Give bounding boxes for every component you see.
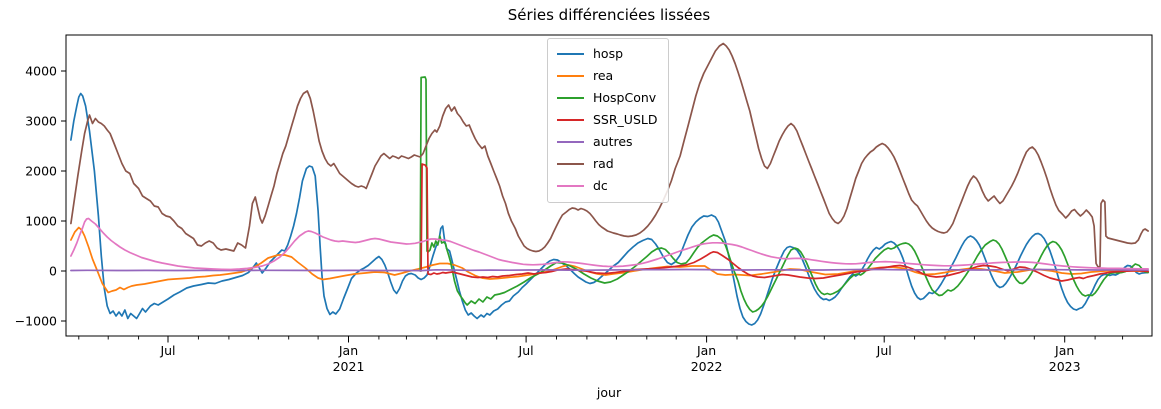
- legend-label-HospConv: HospConv: [593, 90, 657, 105]
- legend-swatch-rad: [557, 163, 584, 166]
- x-tick-year-label: 2023: [1049, 359, 1081, 374]
- legend-swatch-dc: [557, 185, 584, 188]
- legend-swatch-hosp: [557, 53, 584, 56]
- y-tick-label: 2000: [25, 163, 57, 178]
- legend-swatch-rea: [557, 75, 584, 78]
- x-tick-year-label: 2021: [333, 359, 365, 374]
- legend-swatch-HospConv: [557, 97, 584, 100]
- legend-item-autres: autres: [557, 134, 657, 151]
- y-tick-label: 1000: [25, 213, 57, 228]
- x-tick-label: Jul: [876, 343, 892, 358]
- x-tick-label: Jul: [159, 343, 175, 358]
- series-line-hosp: [70, 92, 1149, 326]
- x-tick-label: Jan: [338, 343, 358, 358]
- y-tick-label: 3000: [25, 113, 57, 128]
- plot-border: [65, 34, 1153, 337]
- legend-label-hosp: hosp: [593, 46, 624, 61]
- legend-swatch-SSR_USLD: [557, 119, 584, 122]
- legend-item-SSR_USLD: SSR_USLD: [557, 112, 657, 129]
- x-tick-label: Jan: [1054, 343, 1074, 358]
- legend-label-SSR_USLD: SSR_USLD: [593, 112, 658, 127]
- legend-item-HospConv: HospConv: [557, 90, 657, 107]
- series-line-dc: [70, 217, 1149, 271]
- series-line-SSR_USLD: [420, 163, 1149, 282]
- series-group: [70, 42, 1149, 326]
- legend-label-rad: rad: [593, 156, 614, 171]
- legend-item-rad: rad: [557, 156, 657, 173]
- legend-item-rea: rea: [557, 68, 657, 85]
- legend-item-hosp: hosp: [557, 46, 657, 63]
- chart-title: Séries différenciées lissées: [507, 6, 711, 24]
- series-line-HospConv: [419, 76, 1149, 313]
- y-tick-label: 4000: [25, 63, 57, 78]
- series-line-rea: [70, 226, 1149, 294]
- x-tick-year-label: 2022: [691, 359, 723, 374]
- legend-label-autres: autres: [593, 134, 633, 149]
- legend-swatch-autres: [557, 141, 584, 144]
- legend-label-dc: dc: [593, 178, 608, 193]
- series-line-autres: [70, 268, 1149, 272]
- series-line-rad: [70, 42, 1149, 268]
- x-axis-label: jour: [596, 385, 622, 400]
- legend-label-rea: rea: [593, 68, 614, 83]
- legend-item-dc: dc: [557, 178, 657, 195]
- y-tick-label: 0: [49, 263, 57, 278]
- y-tick-label: −1000: [15, 313, 57, 328]
- x-tick-label: Jul: [518, 343, 534, 358]
- x-tick-label: Jan: [696, 343, 716, 358]
